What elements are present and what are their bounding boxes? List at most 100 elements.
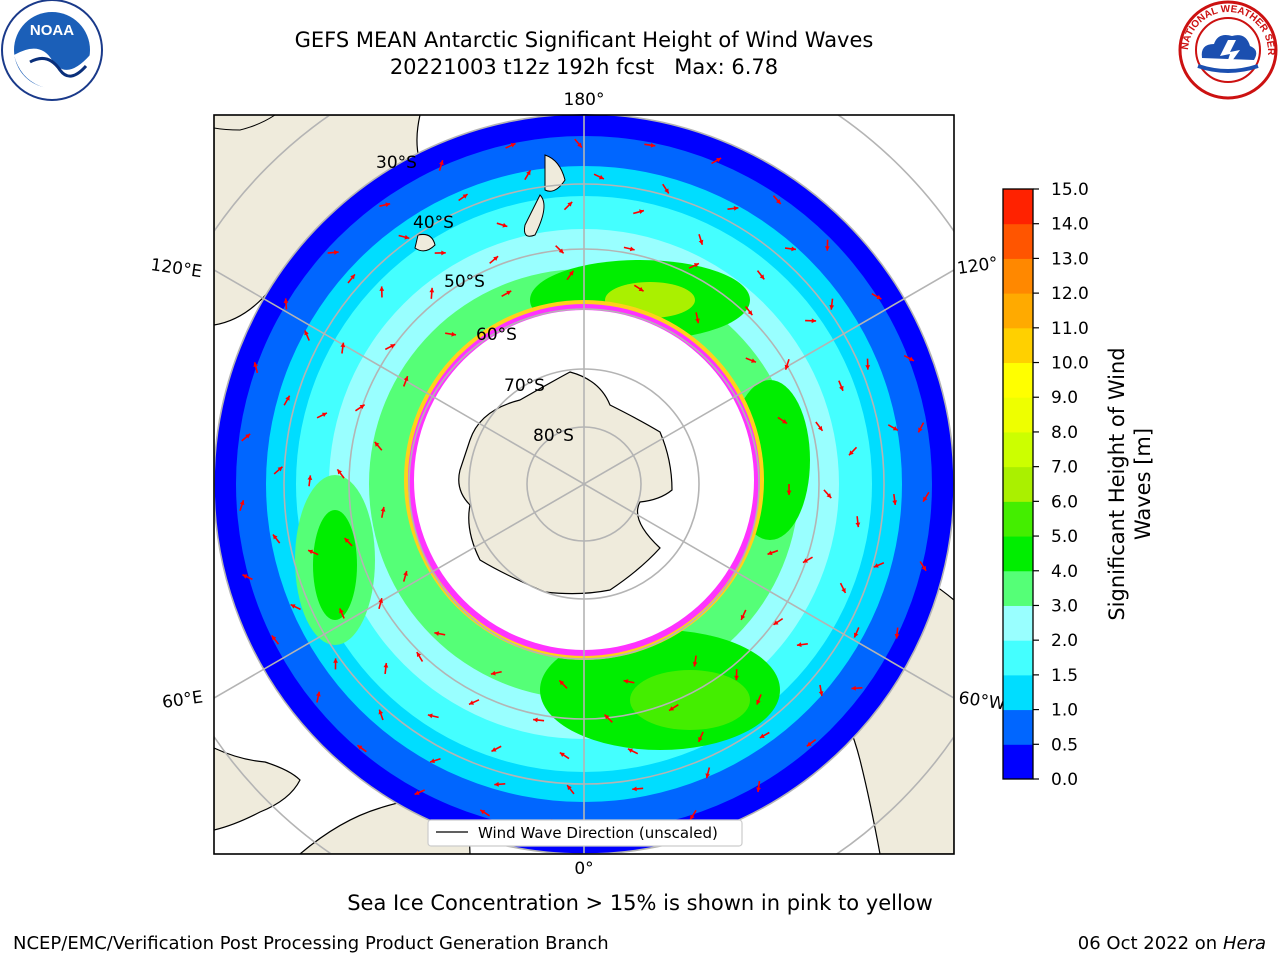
legend-label: Wind Wave Direction (unscaled) [478, 824, 718, 842]
wave-direction-arrowhead [502, 222, 508, 228]
lat-label-40s: 40°S [413, 213, 454, 233]
colorbar-tick-label: 2.0 [1051, 631, 1078, 651]
colorbar-swatch [1003, 501, 1033, 537]
colorbar-swatch [1003, 293, 1033, 329]
date-host-line: 06 Oct 2022 on Hera [1078, 933, 1266, 954]
wave-direction-arrowhead [567, 201, 573, 207]
wave-direction-arrowhead [853, 632, 859, 638]
colorbar-tick-label: 0.5 [1051, 735, 1078, 755]
wave-direction-arrowhead [253, 362, 259, 368]
wave-direction-arrowhead [441, 250, 446, 256]
colorbar-swatch [1003, 258, 1033, 294]
colorbar-tick-label: 4.0 [1051, 562, 1078, 582]
colorbar-tick-label: 3.0 [1051, 596, 1078, 616]
wave-direction-arrowhead [334, 250, 339, 255]
wave-direction-arrowhead [839, 385, 844, 391]
wave-direction-arrowhead [403, 376, 409, 382]
wave-direction-arrowhead [876, 294, 882, 300]
wave-direction-arrowhead [695, 318, 700, 324]
wave-direction-arrowhead [272, 534, 278, 540]
wave-direction-arrowhead [429, 287, 435, 293]
wave-direction-arrowhead [817, 425, 823, 431]
wave-direction-arrowhead [786, 490, 792, 495]
colorbar-swatch [1003, 570, 1033, 606]
wave-direction-arrowhead [567, 785, 572, 791]
wave-direction-arrowhead [430, 758, 435, 764]
wave-direction-arrowhead [285, 395, 290, 401]
wave-direction-arrowhead [321, 412, 327, 418]
wave-direction-arrowhead [782, 419, 788, 424]
wave-direction-arrowhead [759, 274, 765, 280]
colorbar-tick-label: 5.0 [1051, 527, 1078, 547]
wave-direction-arrowhead [811, 318, 817, 324]
wave-direction-arrowhead [855, 522, 861, 528]
wave-direction-arrowhead [526, 170, 531, 176]
wave-direction-arrowhead [598, 174, 604, 180]
sea-ice-note: Sea Ice Concentration > 15% is shown in … [347, 891, 933, 915]
wave-direction-arrowhead [403, 570, 408, 576]
wave-direction-arrowhead [773, 620, 779, 625]
wave-direction-arrowhead [690, 814, 695, 820]
colorbar-tick-label: 12.0 [1051, 284, 1089, 304]
wave-direction-arrowhead [308, 549, 314, 555]
wave-direction-arrowhead [277, 466, 283, 472]
wave-direction-arrowhead [908, 356, 914, 361]
wave-direction-arrowhead [851, 685, 856, 691]
wave-direction-arrowhead [559, 680, 565, 686]
wave-direction-arrowhead [344, 538, 350, 543]
wave-direction-arrowhead [416, 652, 422, 658]
wave-direction-arrowhead [865, 365, 871, 370]
wave-direction-arrowhead [802, 558, 808, 563]
wave-direction-arrowhead [350, 274, 355, 280]
wave-direction-arrowhead [283, 298, 289, 303]
wave-direction-arrowhead [639, 209, 644, 215]
lat-label-80s: 80°S [533, 426, 574, 446]
lon-label-180: 180° [564, 90, 605, 110]
wave-direction-arrowhead [873, 563, 879, 568]
tasmania-land [414, 234, 436, 252]
wave-direction-arrowhead [414, 790, 420, 795]
lat-label-50s: 50°S [444, 272, 485, 292]
wave-direction-arrowhead [379, 286, 385, 291]
wave-direction-arrowhead [378, 709, 384, 715]
wave-direction-arrowhead [693, 263, 699, 268]
colorbar-tick-label: 10.0 [1051, 354, 1089, 374]
wave-direction-arrowhead [747, 310, 753, 316]
wave-direction-arrowhead [577, 142, 582, 148]
wave-direction-arrowhead [559, 752, 565, 757]
colorbar-tick-label: 1.5 [1051, 666, 1078, 686]
wave-direction-arrowhead [494, 781, 499, 787]
colorbar-tick-label: 7.0 [1051, 458, 1078, 478]
lon-label-120e: 120°E [149, 255, 203, 282]
wave-direction-arrowhead [380, 506, 386, 512]
wave-direction-arrowhead [568, 270, 574, 276]
wave-direction-arrowhead [629, 246, 635, 252]
wave-direction-arrowhead [818, 691, 824, 696]
date-text: 06 Oct 2022 on [1077, 933, 1223, 954]
wave-direction-arrowhead [796, 642, 802, 648]
map-border [213, 114, 955, 855]
wave-direction-arrowhead [337, 469, 342, 475]
wave-direction-arrowhead [921, 565, 927, 571]
wave-direction-arrowhead [493, 256, 499, 261]
colorbar-swatch [1003, 709, 1033, 745]
wave-direction-arrowhead [627, 748, 633, 753]
wave-direction-arrowhead [271, 635, 277, 641]
colorbar-label-line1: Significant Height of Wind [1105, 347, 1129, 620]
colorbar-swatch [1003, 640, 1033, 676]
lon-label-60e: 60°E [161, 687, 204, 712]
wave-direction-arrowhead [894, 633, 900, 639]
wave-direction-arrowhead [756, 787, 761, 792]
wave-direction-arrowhead [759, 733, 765, 738]
colorbar-tick-label: 11.0 [1051, 319, 1089, 339]
credit-line: NCEP/EMC/Verification Post Processing Pr… [13, 933, 609, 954]
wave-direction-arrowhead [374, 441, 380, 447]
wave-direction-arrowhead [650, 142, 656, 148]
colorbar-tick-label: 15.0 [1051, 180, 1089, 200]
wave-direction-arrowhead [824, 246, 830, 251]
wave-direction-arrowhead [784, 364, 790, 370]
wave-direction-arrowhead [510, 143, 516, 148]
wave-direction-arrowhead [756, 699, 761, 705]
chart-subtitle: 20221003 t12z 192h fcst Max: 6.78 [389, 55, 779, 79]
